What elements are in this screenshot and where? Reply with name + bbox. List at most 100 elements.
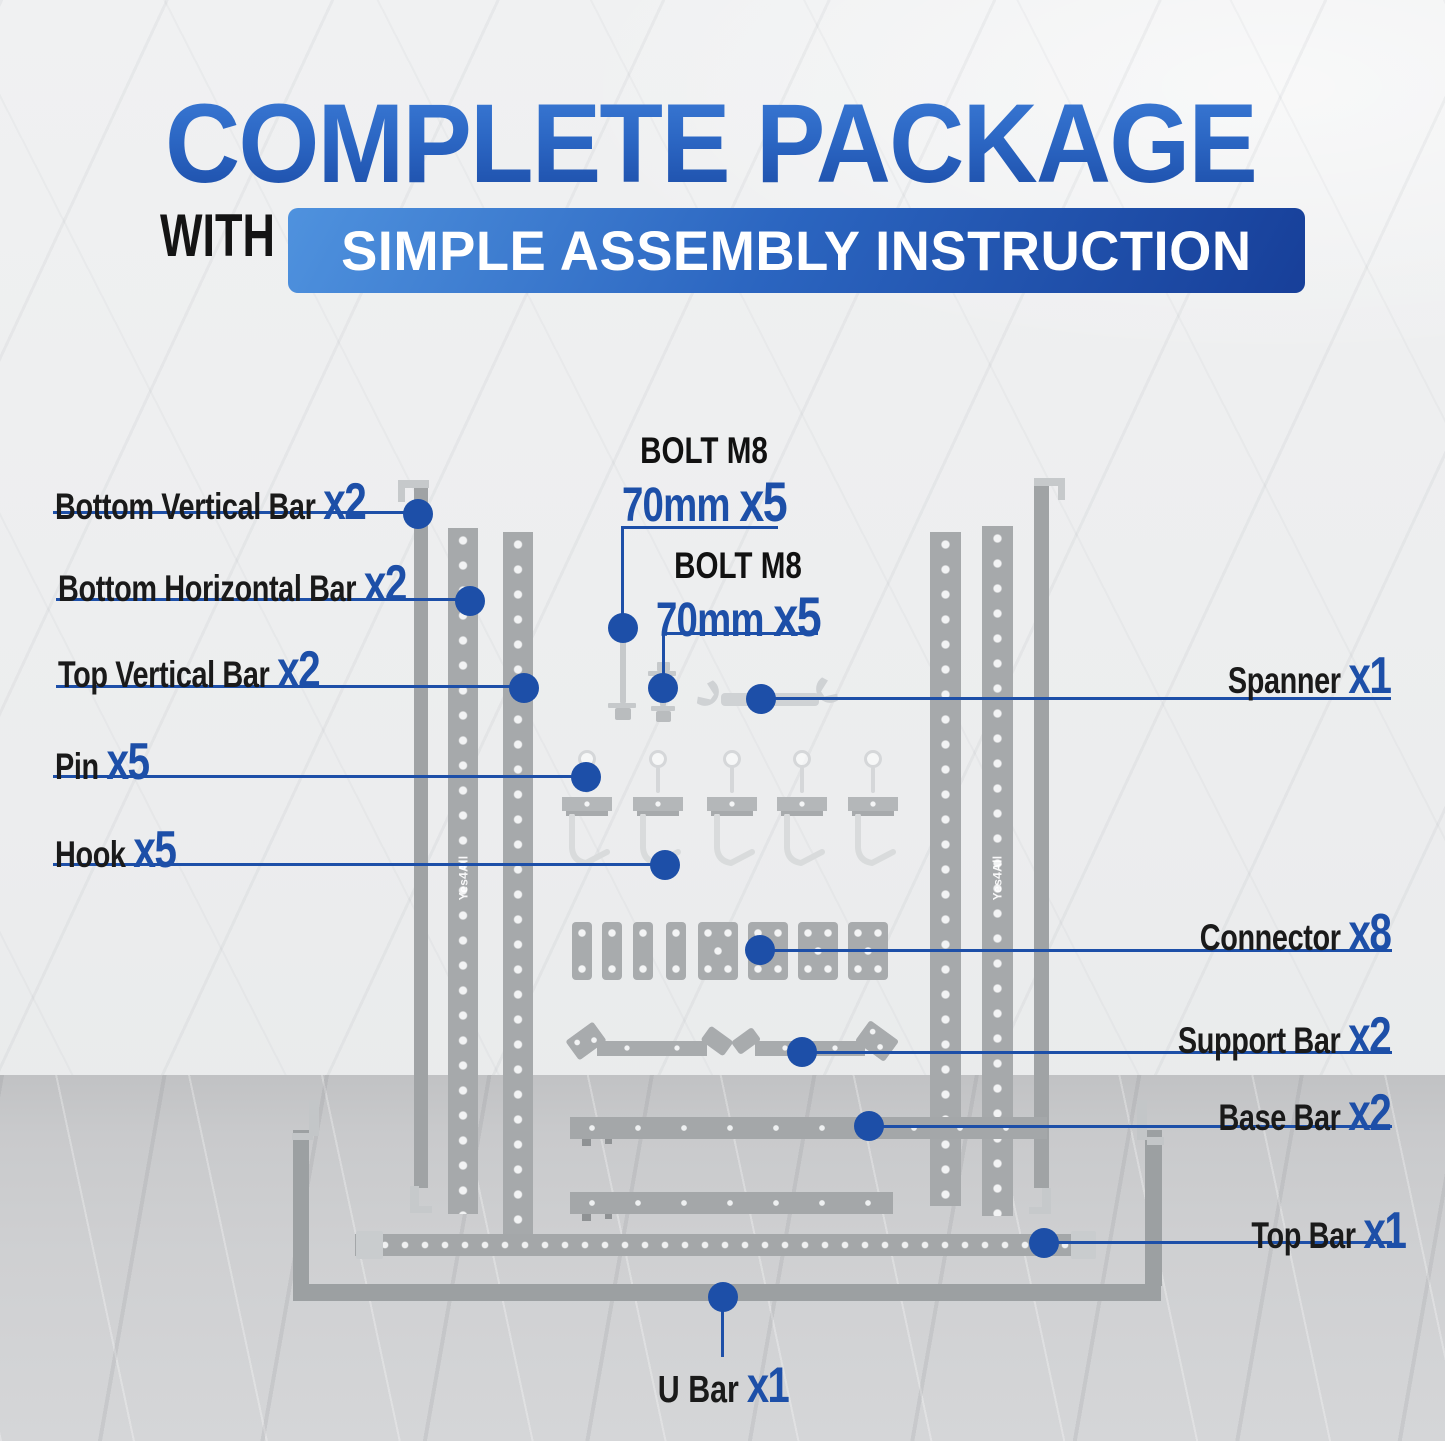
part-qty: x5	[133, 821, 177, 879]
callout-line	[760, 949, 1392, 952]
u-bar-left-graphic	[293, 1130, 309, 1286]
callout-dot	[608, 613, 638, 643]
part-label: Connector	[1199, 917, 1341, 958]
hook-cap	[707, 797, 757, 811]
support-bar-end	[730, 1026, 762, 1056]
callout-bolt-m8-upper: BOLT M8 70mm x5	[592, 432, 816, 530]
hook-cap	[633, 797, 683, 811]
bar-foot	[1042, 1188, 1051, 1214]
part-qty: x5	[106, 733, 151, 791]
callout-support-bar: Support Bar x2	[1178, 1007, 1392, 1065]
bar-foot	[410, 1186, 419, 1213]
hook-cap	[848, 797, 898, 811]
bar-hook-lip	[1058, 486, 1065, 500]
pin-graphic	[793, 750, 811, 796]
bar-hook-top	[1034, 478, 1065, 486]
callout-line	[869, 1125, 1392, 1128]
part-qty: x2	[323, 473, 367, 531]
hook-cap-under	[711, 811, 753, 816]
part-label: U Bar	[657, 1369, 739, 1411]
callout-dot	[708, 1282, 738, 1312]
callout-line	[621, 526, 624, 630]
callout-line	[56, 598, 470, 601]
callout-line	[1044, 1241, 1392, 1244]
callout-line	[721, 1297, 724, 1357]
pin-graphic	[723, 750, 741, 796]
top-bar-end-cap	[356, 1231, 383, 1259]
part-qty: x1	[1363, 1202, 1407, 1260]
support-bar-end	[565, 1021, 607, 1061]
hook-cap	[777, 797, 827, 811]
banner: SIMPLE ASSEMBLY INSTRUCTION	[288, 208, 1305, 293]
callout-line	[662, 632, 818, 635]
brand-logo: Yes4All	[441, 852, 485, 904]
part-label: Bottom Vertical Bar	[55, 486, 316, 527]
callout-dot	[854, 1111, 884, 1141]
part-label: Bottom Horizontal Bar	[58, 568, 357, 609]
with-label: WITH	[160, 202, 275, 269]
part-qty: x1	[746, 1357, 790, 1413]
callout-bottom-horizontal-bar: Bottom Horizontal Bar x2	[58, 555, 407, 613]
bottom-vertical-bar-right-graphic	[1034, 478, 1065, 1188]
base-bar-2-graphic	[570, 1192, 893, 1214]
top-bar-end-cap	[1071, 1231, 1096, 1259]
callout-dot	[650, 850, 680, 880]
bottom-horizontal-bar-right-graphic	[930, 532, 961, 1206]
callout-dot	[745, 935, 775, 965]
callout-dot	[571, 762, 601, 792]
callout-base-bar: Base Bar x2	[1218, 1084, 1392, 1142]
bar-hook-lip	[398, 488, 405, 502]
callout-dot	[455, 586, 485, 616]
part-label: BOLT M8	[674, 545, 802, 586]
callout-bottom-vertical-bar: Bottom Vertical Bar x2	[55, 473, 367, 531]
part-label: Top Vertical Bar	[58, 654, 270, 695]
callout-line	[56, 685, 524, 688]
part-label: Pin	[55, 746, 99, 787]
part-qty: x8	[1348, 904, 1392, 962]
callout-line	[621, 526, 778, 529]
callout-line	[53, 775, 586, 778]
hook-j-graphic	[855, 814, 896, 866]
part-qty: x5	[773, 585, 821, 648]
connector-plate	[698, 922, 738, 980]
connector-plate	[572, 922, 592, 980]
callout-dot	[746, 684, 776, 714]
hook-j-graphic	[714, 814, 755, 866]
connector-plate	[666, 922, 686, 980]
callout-bolt-m8-lower: BOLT M8 70mm x5	[626, 547, 850, 645]
support-bar-1-graphic	[565, 1021, 734, 1061]
hook-j-graphic	[569, 814, 610, 866]
hook-cap-under	[637, 811, 679, 816]
bar-foot-lip	[1029, 1207, 1051, 1214]
part-label: BOLT M8	[640, 430, 768, 471]
hook-cap	[562, 797, 612, 811]
part-qty: x2	[1348, 1084, 1392, 1142]
brand-logo-text: Yes4All	[990, 855, 1004, 901]
bottom-horizontal-bar-left-graphic	[448, 528, 478, 1214]
page-title: COMPLETE PACKAGE	[165, 81, 1258, 206]
callout-line	[53, 511, 418, 514]
connector-plate	[633, 922, 653, 980]
bolt-70mm-graphic	[608, 632, 638, 724]
support-bar-end	[854, 1019, 900, 1063]
callout-line	[802, 1051, 1392, 1054]
base-bar-foot	[605, 1214, 612, 1219]
base-bar-foot	[582, 1214, 591, 1221]
callout-line	[662, 632, 665, 690]
connector-plate	[602, 922, 622, 980]
callout-u-bar: U Bar x1	[635, 1356, 811, 1414]
part-qty: x2	[277, 641, 321, 699]
hook-cap-under	[781, 811, 823, 816]
callout-connector: Connector x8	[1199, 904, 1392, 962]
top-bar-graphic	[355, 1234, 1095, 1256]
part-size: 70mm	[655, 594, 765, 647]
callout-dot	[403, 499, 433, 529]
part-qty: x2	[1348, 1007, 1392, 1065]
callout-dot	[1029, 1228, 1059, 1258]
brand-logo: Yes4All	[975, 852, 1019, 904]
pin-graphic	[649, 750, 667, 796]
part-label: Hook	[55, 834, 126, 875]
base-bar-foot	[605, 1139, 612, 1144]
part-label: Top Bar	[1251, 1215, 1356, 1256]
